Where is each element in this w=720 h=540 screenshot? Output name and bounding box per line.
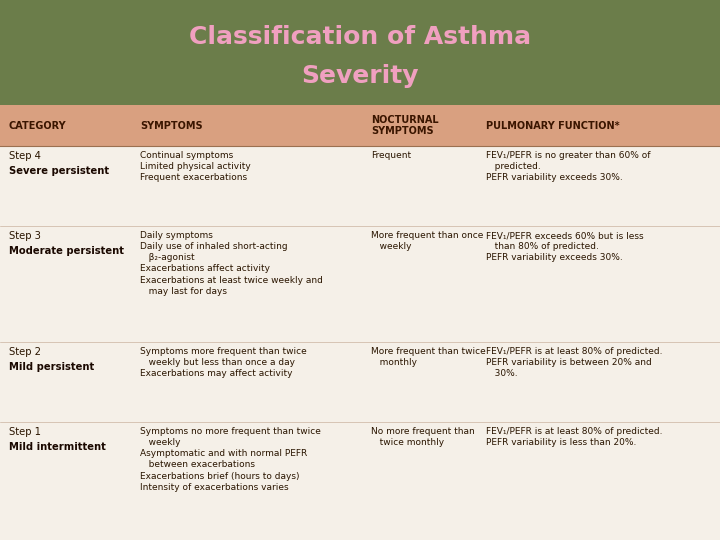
- Text: Step 4: Step 4: [9, 151, 40, 161]
- Text: Mild persistent: Mild persistent: [9, 362, 94, 372]
- Text: Continual symptoms
Limited physical activity
Frequent exacerbations: Continual symptoms Limited physical acti…: [140, 151, 251, 183]
- Text: FEV₁/PEFR is at least 80% of predicted.
PEFR variability is less than 20%.: FEV₁/PEFR is at least 80% of predicted. …: [486, 427, 662, 447]
- Text: CATEGORY: CATEGORY: [9, 120, 66, 131]
- Text: Moderate persistent: Moderate persistent: [9, 246, 124, 256]
- Text: FEV₁/PEFR is no greater than 60% of
   predicted.
PEFR variability exceeds 30%.: FEV₁/PEFR is no greater than 60% of pred…: [486, 151, 650, 183]
- Text: Classification of Asthma: Classification of Asthma: [189, 25, 531, 49]
- Text: More frequent than twice
   monthly: More frequent than twice monthly: [371, 347, 485, 367]
- Text: SYMPTOMS: SYMPTOMS: [140, 120, 203, 131]
- Text: More frequent than once
   weekly: More frequent than once weekly: [371, 231, 483, 251]
- Text: FEV₁/PEFR is at least 80% of predicted.
PEFR variability is between 20% and
   3: FEV₁/PEFR is at least 80% of predicted. …: [486, 347, 662, 379]
- Text: Mild intermittent: Mild intermittent: [9, 442, 106, 452]
- Bar: [0, 105, 720, 146]
- Bar: [0, 0, 720, 105]
- Text: Step 1: Step 1: [9, 427, 40, 437]
- Text: Severe persistent: Severe persistent: [9, 166, 109, 176]
- Text: Step 2: Step 2: [9, 347, 40, 357]
- Text: No more frequent than
   twice monthly: No more frequent than twice monthly: [371, 427, 474, 447]
- Text: Severity: Severity: [301, 64, 419, 88]
- Text: Daily symptoms
Daily use of inhaled short-acting
   β₂-agonist
Exacerbations aff: Daily symptoms Daily use of inhaled shor…: [140, 231, 323, 295]
- Text: Step 3: Step 3: [9, 231, 40, 241]
- Text: NOCTURNAL
SYMPTOMS: NOCTURNAL SYMPTOMS: [371, 115, 438, 137]
- Text: PULMONARY FUNCTION*: PULMONARY FUNCTION*: [486, 120, 620, 131]
- Text: Frequent: Frequent: [371, 151, 411, 160]
- Text: Symptoms no more frequent than twice
   weekly
Asymptomatic and with normal PEFR: Symptoms no more frequent than twice wee…: [140, 427, 321, 491]
- Text: Symptoms more frequent than twice
   weekly but less than once a day
Exacerbatio: Symptoms more frequent than twice weekly…: [140, 347, 307, 379]
- Text: FEV₁/PEFR exceeds 60% but is less
   than 80% of predicted.
PEFR variability exc: FEV₁/PEFR exceeds 60% but is less than 8…: [486, 231, 644, 262]
- Bar: [0, 146, 720, 540]
